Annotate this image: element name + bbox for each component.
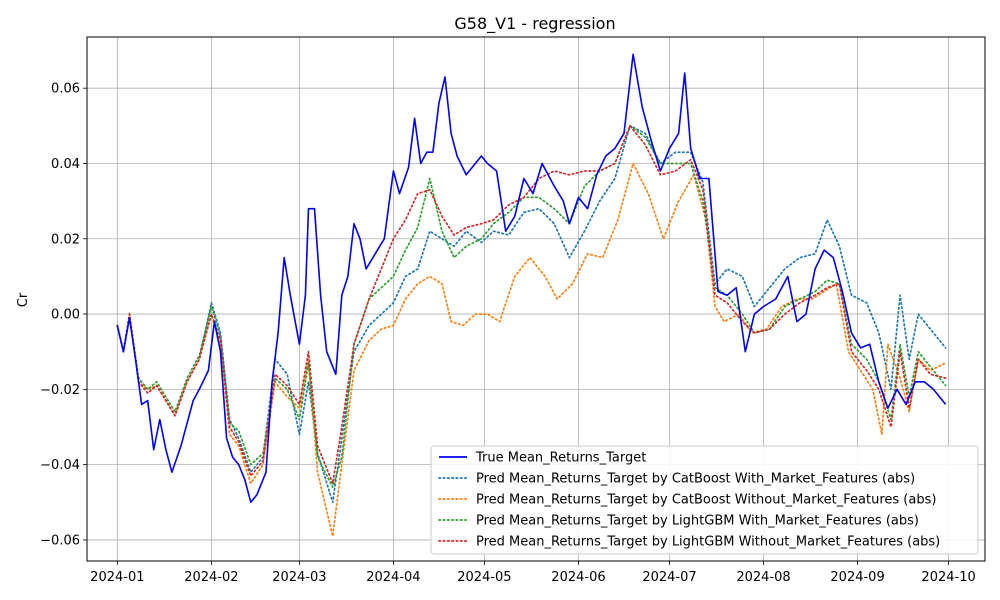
x-tick-label: 2024-08 (736, 570, 790, 585)
series-line-4 (116, 124, 947, 485)
x-tick-label: 2024-04 (366, 570, 420, 585)
legend-box (430, 445, 979, 555)
x-tick-label: 2024-05 (457, 570, 511, 585)
y-tick-label: 0.00 (51, 308, 80, 323)
legend: True Mean_Returns_Target Pred Mean_Return… (430, 445, 979, 555)
x-tick-label: 2024-07 (642, 570, 696, 585)
x-tick-label: 2024-01 (90, 570, 144, 585)
y-tick-label: 0.06 (51, 82, 80, 97)
legend-label: Pred Mean_Returns_Target by LightGBM Wit… (476, 514, 919, 529)
ticks: 2024-01 2024-02 2024-03 2024-04 2024-05 2024-… (40, 82, 976, 585)
legend-label: Pred Mean_Returns_Target by CatBoost Wit… (476, 493, 936, 508)
y-tick-label: 0.04 (51, 157, 80, 172)
x-tick-label: 2024-10 (921, 570, 975, 585)
y-tick-label: −0.02 (40, 383, 80, 398)
x-tick-label: 2024-03 (272, 570, 326, 585)
x-tick-label: 2024-06 (551, 570, 605, 585)
legend-label: Pred Mean_Returns_Target by CatBoost Wit… (476, 472, 915, 487)
plot-frame (86, 36, 986, 562)
series-line-1 (116, 124, 947, 504)
x-tick-label: 2024-09 (830, 570, 884, 585)
y-axis-label: Cr (16, 292, 31, 307)
series-layer (116, 53, 947, 538)
y-tick-label: −0.06 (40, 533, 80, 548)
y-tick-label: −0.04 (40, 458, 80, 473)
x-tick-label: 2024-02 (184, 570, 238, 585)
legend-label: Pred Mean_Returns_Target by LightGBM Wit… (476, 535, 940, 550)
y-tick-label: 0.02 (51, 232, 80, 247)
chart-title: G58_V1 - regression (454, 14, 615, 34)
series-line-0 (116, 53, 947, 504)
legend-label: True Mean_Returns_Target (475, 451, 646, 466)
